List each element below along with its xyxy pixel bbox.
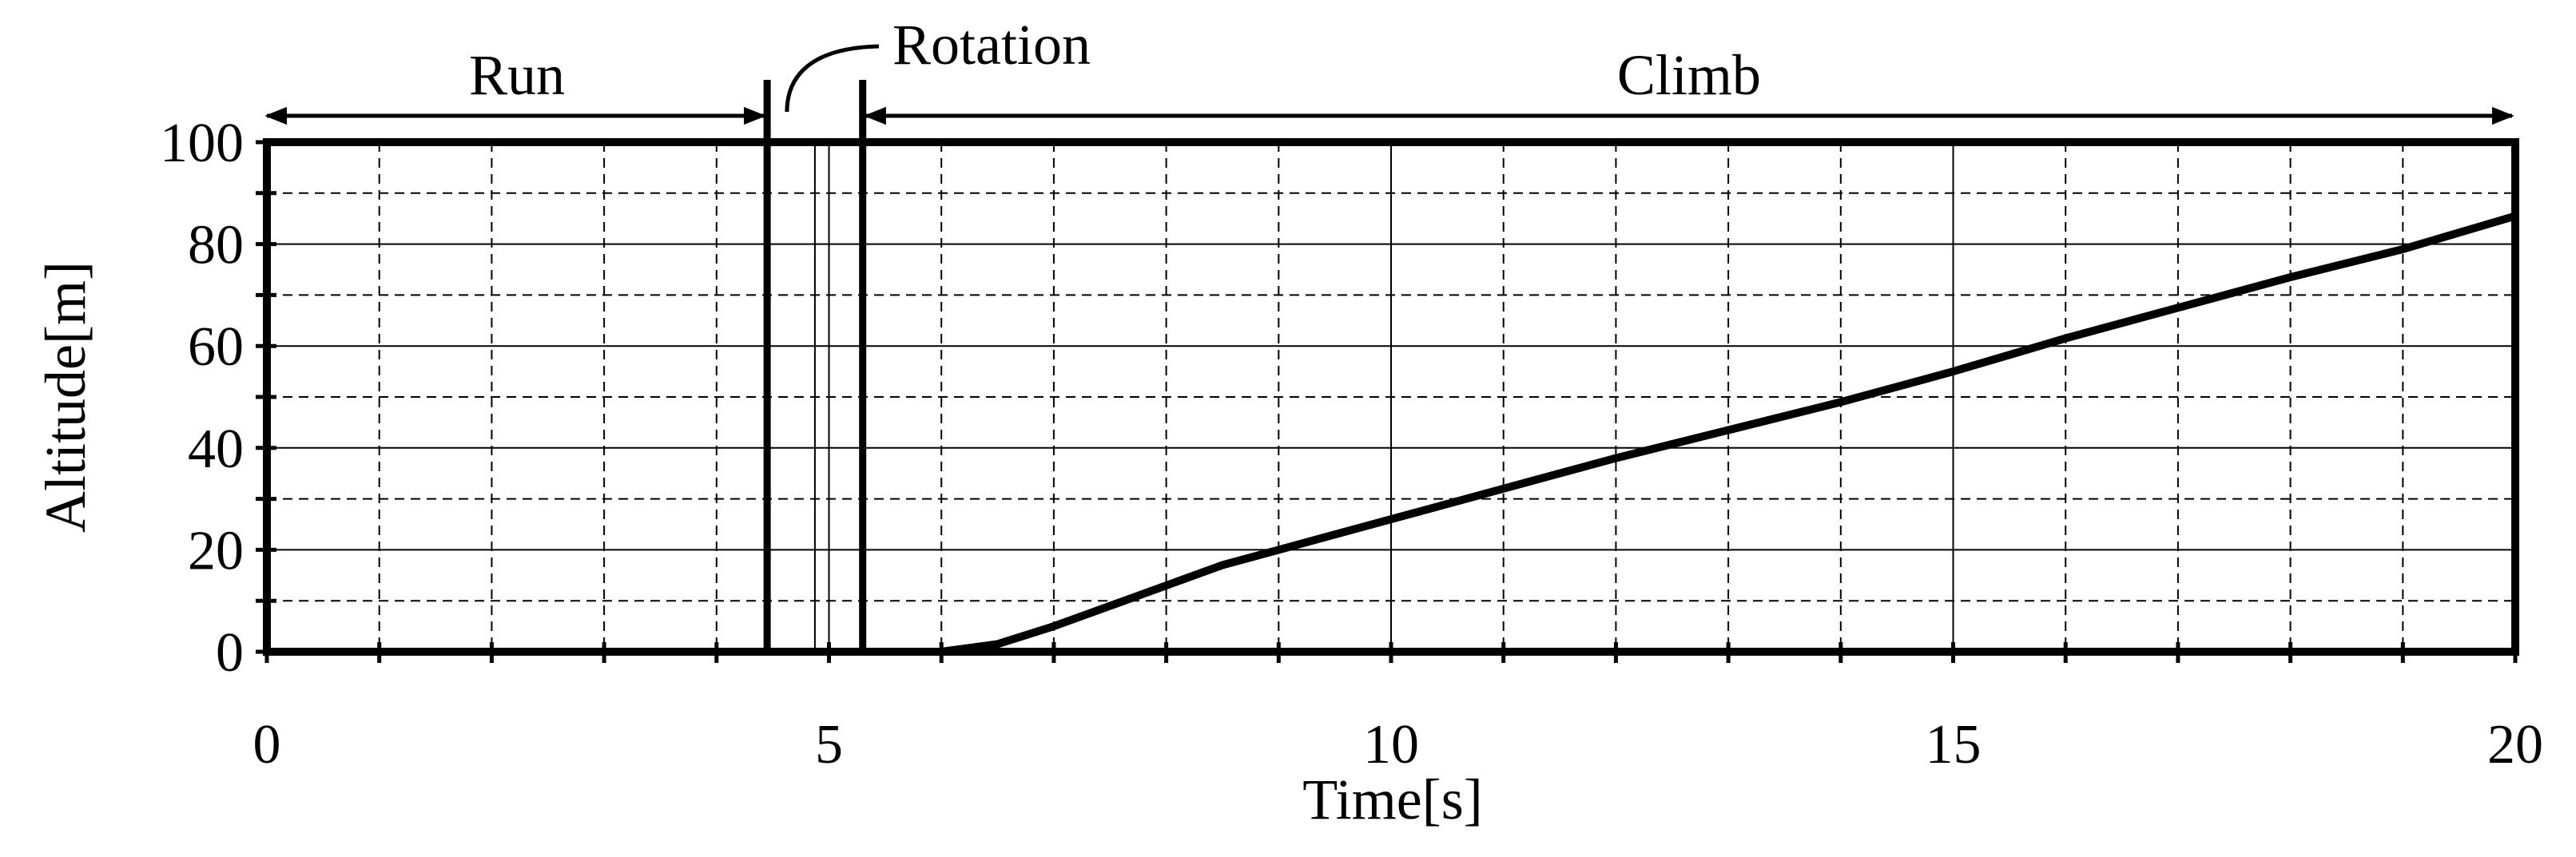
tick-labels: 0 5 10 15 20 0 20 40 60 80 100 bbox=[160, 113, 2543, 776]
x-tick-label: 5 bbox=[815, 714, 843, 776]
phase-label-run: Run bbox=[469, 43, 565, 107]
x-tick-label: 15 bbox=[1926, 714, 1982, 776]
y-tick-label: 60 bbox=[188, 316, 244, 378]
series-layer bbox=[263, 212, 2519, 656]
x-tick-label: 20 bbox=[2487, 714, 2543, 776]
series-line-altitude bbox=[263, 212, 2519, 656]
phase-label-climb: Climb bbox=[1617, 43, 1761, 107]
phase-annotations: Run Rotation Climb bbox=[264, 13, 2514, 655]
axis-ticks bbox=[256, 140, 2518, 663]
y-tick-label: 20 bbox=[188, 520, 244, 581]
y-tick-label: 0 bbox=[216, 622, 244, 684]
y-axis-title: Altitude[m] bbox=[34, 261, 97, 533]
x-axis-title: Time[s] bbox=[1302, 768, 1482, 831]
y-tick-label: 80 bbox=[188, 215, 244, 276]
y-tick-label: 100 bbox=[160, 113, 244, 174]
x-tick-label: 10 bbox=[1363, 714, 1419, 776]
rotation-leader-line bbox=[785, 44, 879, 113]
grid bbox=[267, 142, 2515, 652]
y-tick-label: 40 bbox=[188, 419, 244, 480]
phase-label-rotation: Rotation bbox=[892, 13, 1091, 77]
x-tick-label: 0 bbox=[253, 714, 281, 776]
